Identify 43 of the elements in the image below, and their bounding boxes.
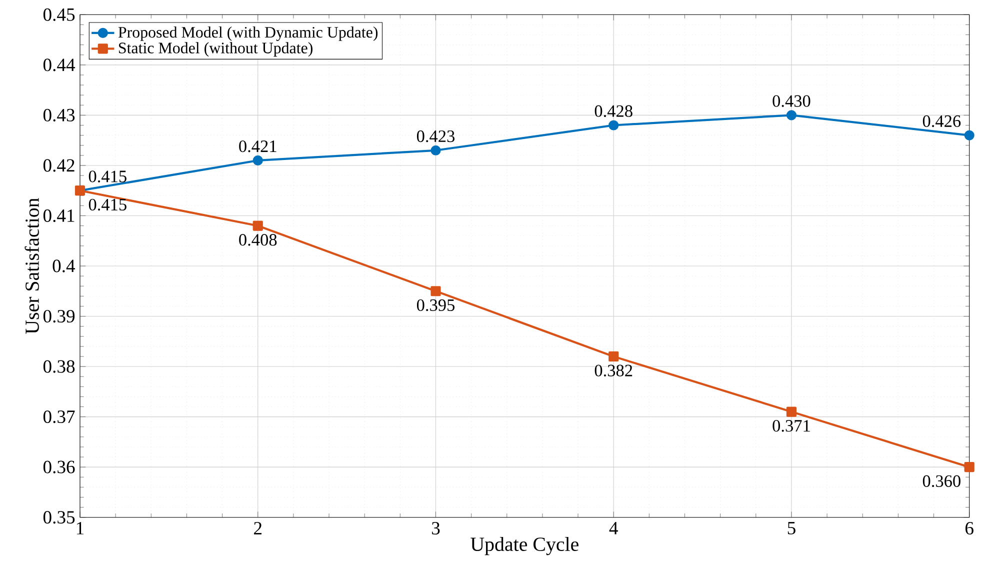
x-tick-label: 1 bbox=[76, 522, 84, 534]
legend-label: Static Model (without Update) bbox=[119, 42, 312, 57]
x-tick-label: 6 bbox=[965, 522, 974, 535]
data-label: 0.408 bbox=[239, 234, 277, 246]
data-label: 0.430 bbox=[772, 95, 810, 107]
y-tick-label: 0.38 bbox=[43, 360, 75, 373]
point bbox=[964, 130, 974, 140]
data-label: 0.415 bbox=[88, 198, 126, 211]
data-label: 0.415 bbox=[88, 170, 126, 182]
data-label: 0.395 bbox=[416, 299, 454, 312]
y-axis-title: User Satisfaction bbox=[24, 198, 39, 334]
data-label: 0.421 bbox=[239, 140, 276, 152]
data-label: 0.428 bbox=[594, 105, 632, 118]
x-axis-title: Update Cycle bbox=[470, 537, 578, 556]
data-label: 0.426 bbox=[922, 115, 961, 128]
y-tick-label: 0.37 bbox=[43, 410, 75, 424]
point bbox=[252, 220, 263, 231]
legend-label: Proposed Model (with Dynamic Update) bbox=[118, 26, 378, 41]
point bbox=[786, 110, 797, 120]
y-tick-label: 0.41 bbox=[43, 209, 74, 222]
point bbox=[430, 145, 441, 156]
point bbox=[964, 462, 974, 472]
x-tick-label: 5 bbox=[788, 522, 796, 534]
x-tick-label: 4 bbox=[609, 522, 618, 534]
x-tick-label: 2 bbox=[254, 522, 262, 534]
point bbox=[252, 155, 263, 166]
y-tick-label: 0.35 bbox=[43, 511, 75, 524]
point bbox=[786, 406, 797, 417]
y-tick-label: 0.44 bbox=[43, 58, 76, 72]
data-label: 0.360 bbox=[922, 475, 960, 488]
point bbox=[608, 120, 619, 130]
point bbox=[608, 351, 619, 362]
y-tick-label: 0.45 bbox=[43, 8, 75, 21]
data-label: 0.423 bbox=[416, 130, 454, 142]
y-tick-label: 0.39 bbox=[43, 310, 75, 323]
y-tick-label: 0.42 bbox=[43, 159, 74, 172]
point bbox=[430, 286, 441, 296]
data-label: 0.382 bbox=[594, 364, 632, 376]
data-label: 0.371 bbox=[772, 420, 810, 432]
y-tick-label: 0.4 bbox=[52, 260, 76, 272]
y-tick-label: 0.43 bbox=[43, 108, 75, 122]
y-tick-label: 0.36 bbox=[43, 460, 75, 474]
x-tick-label: 3 bbox=[432, 522, 440, 535]
